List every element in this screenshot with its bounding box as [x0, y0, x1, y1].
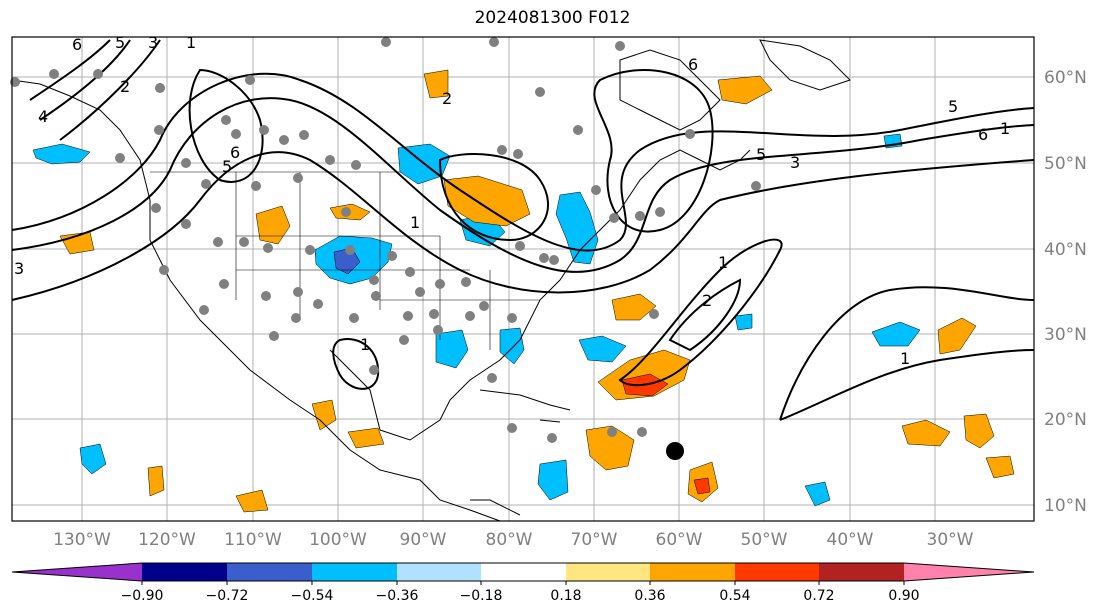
contour-label: 5	[115, 33, 125, 52]
latitude-labels: 60°N 50°N 40°N 30°N 20°N 10°N	[1044, 68, 1087, 516]
colorbar-segment	[481, 563, 566, 581]
contours	[11, 39, 1035, 421]
colorbar-segment	[397, 563, 481, 581]
contour-label: 1	[186, 33, 196, 52]
coastlines	[11, 39, 851, 522]
lon-label: 50°W	[741, 530, 788, 550]
contour-label: 5	[948, 97, 958, 116]
map-panel	[12, 37, 1034, 521]
colorbar-segment	[566, 563, 650, 581]
longitude-labels: 130°W 120°W 110°W 100°W 90°W 80°W 70°W 6…	[53, 530, 974, 550]
colorbar-tick-label: −0.36	[376, 588, 419, 604]
station-markers	[10, 37, 761, 443]
contour-label: 3	[148, 33, 158, 52]
colorbar-tick-label: 0.72	[803, 588, 834, 604]
storm-marker	[666, 442, 684, 460]
contour-label: 3	[790, 153, 800, 172]
lat-label: 40°N	[1044, 240, 1087, 260]
lon-label: 130°W	[53, 530, 111, 550]
colorbar-segment	[650, 563, 735, 581]
colorbar-segment	[735, 563, 819, 581]
contour-label: 1	[718, 253, 728, 272]
colorbar-segment	[819, 563, 904, 581]
colorbar-ticks: −0.90 −0.72 −0.54 −0.36 −0.18 0.18 0.36 …	[121, 588, 920, 604]
lat-label: 10°N	[1044, 496, 1087, 516]
colorbar-tick-label: 0.36	[634, 588, 665, 604]
lon-label: 70°W	[571, 530, 618, 550]
colorbar-segment	[312, 563, 397, 581]
contour-label: 6	[688, 55, 698, 74]
contour-label: 1	[900, 349, 910, 368]
contour-label: 1	[1000, 119, 1010, 138]
lon-label: 110°W	[224, 530, 282, 550]
contour-label: 1	[410, 213, 420, 232]
colorbar-extend-max	[904, 563, 1034, 581]
colorbar-tick-label: 0.54	[719, 588, 750, 604]
colorbar-tick-label: −0.54	[291, 588, 334, 604]
lat-label: 20°N	[1044, 410, 1087, 430]
contour-labels: 6 5 3 1 2 4 6 5 3 2 1 1 1 2 1 6 5 3 1 5 …	[14, 33, 1010, 368]
lat-label: 50°N	[1044, 154, 1087, 174]
contour-label: 5	[756, 145, 766, 164]
lat-label: 60°N	[1044, 68, 1087, 88]
lon-label: 100°W	[309, 530, 367, 550]
colorbar-segment	[227, 563, 312, 581]
contour-label: 6	[978, 125, 988, 144]
colorbar-segment	[142, 563, 227, 581]
colorbar: −0.90 −0.72 −0.54 −0.36 −0.18 0.18 0.36 …	[11, 562, 1035, 604]
colorbar-tick-label: 0.18	[550, 588, 581, 604]
contour-label: 3	[14, 259, 24, 278]
contour-label: 6	[72, 35, 82, 54]
colorbar-tick-label: 0.90	[888, 588, 919, 604]
colorbar-segments	[11, 562, 1035, 585]
contour-label: 5	[222, 157, 232, 176]
contour-label: 2	[120, 77, 130, 96]
contour-label: 1	[360, 335, 370, 354]
colorbar-extend-min	[12, 563, 142, 581]
colorbar-tick-label: −0.18	[460, 588, 503, 604]
lat-label: 30°N	[1044, 325, 1087, 345]
lon-label: 80°W	[486, 530, 533, 550]
lon-label: 90°W	[400, 530, 447, 550]
contour-label: 4	[38, 107, 48, 126]
lon-label: 120°W	[138, 530, 196, 550]
colorbar-tick-label: −0.90	[121, 588, 164, 604]
colorbar-tick-label: −0.72	[206, 588, 249, 604]
map-frame	[11, 36, 1035, 522]
contour-label: 6	[230, 143, 240, 162]
lon-label: 30°W	[927, 530, 974, 550]
lon-label: 40°W	[827, 530, 874, 550]
contour-label: 2	[442, 89, 452, 108]
contour-label: 2	[702, 291, 712, 310]
lon-label: 60°W	[656, 530, 703, 550]
map-title: 2024081300 F012	[474, 8, 631, 28]
